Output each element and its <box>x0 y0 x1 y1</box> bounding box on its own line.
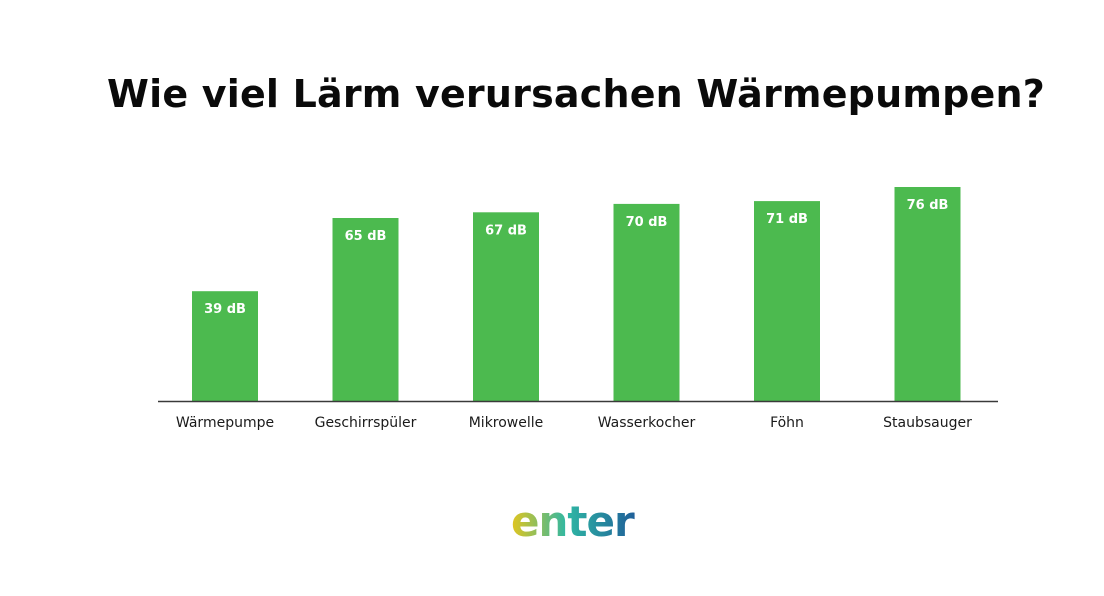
bar-wasserkocher <box>613 203 680 401</box>
x-tick-label: Wasserkocher <box>598 415 696 431</box>
bar-föhn <box>754 201 820 401</box>
x-tick-label: Staubsauger <box>883 415 972 431</box>
bar-mikrowelle <box>473 212 539 401</box>
x-tick-label: Wärmepumpe <box>176 415 274 431</box>
x-tick-label: Mikrowelle <box>469 415 544 431</box>
data-label: 76 dB <box>907 198 949 213</box>
enter-wordmark: enter <box>511 497 635 546</box>
data-label: 39 dB <box>204 302 246 317</box>
bars-layer: 39 dB 65 dB 67 dB 70 dB 71 dB 76 dB <box>192 187 961 401</box>
bar-staubsauger <box>894 187 961 401</box>
chart-title: Wie viel Lärm verursachen Wärmepumpen? <box>107 72 1045 116</box>
x-tick-label: Föhn <box>770 415 804 431</box>
bar-geschirrspüler <box>332 218 399 401</box>
data-label: 71 dB <box>766 212 808 227</box>
x-tick-label: Geschirrspüler <box>315 415 417 431</box>
data-label: 65 dB <box>345 229 387 244</box>
x-tick-labels: Wärmepumpe Geschirrspüler Mikrowelle Wasser… <box>176 415 972 431</box>
enter-logo: enter <box>511 497 636 546</box>
bar-chart: 39 dB 65 dB 67 dB 70 dB 71 dB 76 dB Wärmepump… <box>158 187 998 431</box>
data-label: 67 dB <box>485 223 527 238</box>
data-label: 70 dB <box>626 215 668 230</box>
bar-wärmepumpe <box>192 291 258 401</box>
